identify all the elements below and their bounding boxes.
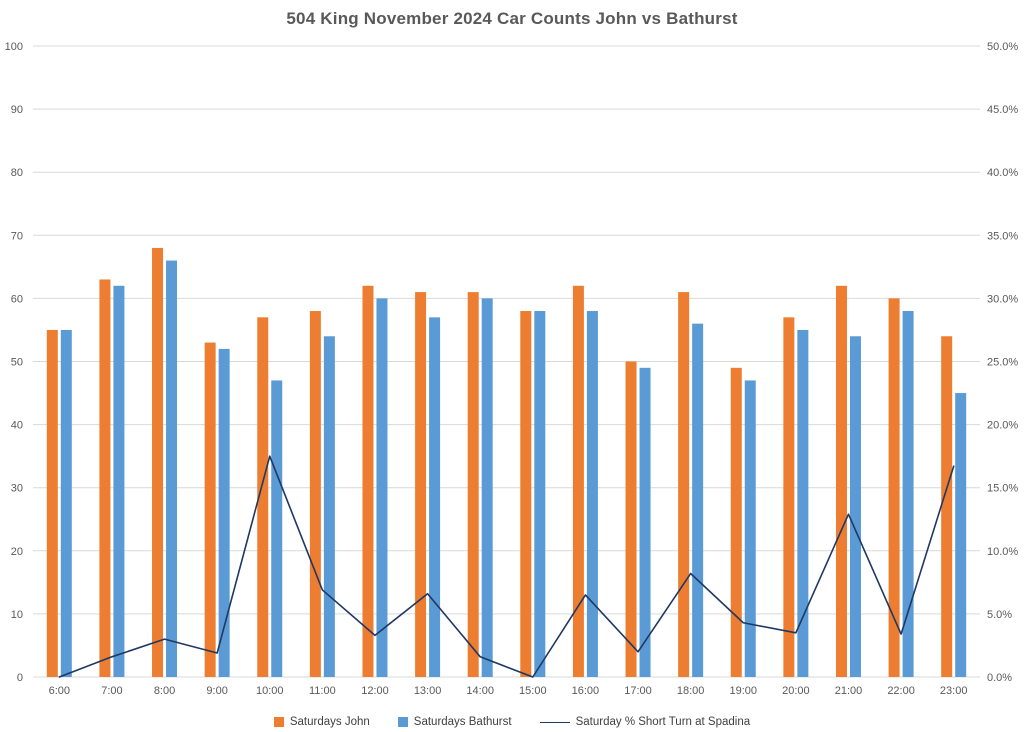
bar-saturdays-john: [520, 311, 532, 677]
x-axis-label: 22:00: [887, 685, 915, 697]
x-axis-label: 7:00: [101, 685, 122, 697]
bar-saturdays-bathurst: [534, 311, 546, 677]
left-axis-label: 10: [11, 609, 23, 621]
bar-saturdays-john: [941, 336, 953, 677]
bar-saturdays-bathurst: [60, 329, 72, 677]
bar-saturdays-john: [309, 311, 321, 677]
x-axis-label: 15:00: [519, 685, 547, 697]
x-axis-label: 18:00: [677, 685, 705, 697]
left-axis-label: 50: [11, 357, 23, 369]
bar-saturdays-bathurst: [429, 317, 441, 677]
x-axis-label: 9:00: [206, 685, 227, 697]
left-axis-label: 90: [11, 104, 23, 116]
bar-saturdays-john: [572, 285, 584, 677]
bar-saturdays-bathurst: [481, 298, 493, 677]
left-axis-label: 40: [11, 420, 23, 432]
legend-swatch-saturdays-bathurst: [397, 717, 408, 727]
chart-legend: Saturdays John Saturdays Bathurst Saturd…: [0, 716, 1024, 728]
bar-saturdays-john: [625, 361, 637, 677]
right-axis-label: 5.0%: [987, 609, 1012, 621]
bar-saturdays-bathurst: [113, 285, 125, 677]
legend-item-saturdays-bathurst: Saturdays Bathurst: [397, 716, 512, 728]
bar-saturdays-bathurst: [166, 260, 178, 677]
x-axis-label: 6:00: [49, 685, 70, 697]
bar-saturdays-john: [783, 317, 795, 677]
left-axis-label: 60: [11, 293, 23, 305]
short-turn-line: [58, 455, 955, 678]
bar-saturdays-john: [678, 292, 690, 677]
x-axis-label: 8:00: [154, 685, 175, 697]
bar-saturdays-bathurst: [797, 329, 809, 677]
legend-label-saturdays-bathurst: Saturdays Bathurst: [413, 716, 512, 728]
right-axis-label: 25.0%: [987, 357, 1018, 369]
x-axis-label: 11:00: [309, 685, 336, 697]
left-axis-label: 100: [5, 41, 23, 53]
bar-saturdays-bathurst: [639, 367, 651, 677]
bar-saturdays-john: [467, 292, 479, 677]
right-axis-label: 35.0%: [987, 230, 1018, 242]
bar-saturdays-bathurst: [376, 298, 388, 677]
left-axis-label: 20: [11, 546, 23, 558]
right-axis-label: 15.0%: [987, 483, 1018, 495]
bar-saturdays-bathurst: [955, 393, 967, 677]
bar-saturdays-john: [204, 342, 216, 677]
x-axis-label: 16:00: [572, 685, 600, 697]
bar-saturdays-john: [46, 329, 58, 677]
legend-line-swatch-short-turn: [539, 721, 570, 723]
x-axis-label: 23:00: [940, 685, 968, 697]
x-axis-label: 13:00: [414, 685, 442, 697]
bar-saturdays-john: [888, 298, 900, 677]
x-axis-label: 12:00: [361, 685, 389, 697]
bar-saturdays-bathurst: [692, 323, 704, 677]
bar-saturdays-john: [152, 247, 164, 678]
bar-saturdays-john: [835, 285, 847, 677]
right-axis-label: 30.0%: [987, 293, 1018, 305]
legend-item-short-turn: Saturday % Short Turn at Spadina: [539, 716, 751, 728]
left-axis-label: 0: [17, 672, 23, 684]
right-axis-label: 50.0%: [987, 41, 1018, 53]
legend-label-short-turn: Saturday % Short Turn at Spadina: [575, 716, 751, 728]
bar-saturdays-bathurst: [323, 336, 335, 677]
x-axis-label: 14:00: [466, 685, 494, 697]
x-axis-label: 20:00: [782, 685, 810, 697]
x-axis-label: 21:00: [835, 685, 863, 697]
x-axis-label: 10:00: [256, 685, 284, 697]
bar-saturdays-bathurst: [849, 336, 861, 677]
left-axis-label: 30: [11, 483, 23, 495]
bar-saturdays-bathurst: [902, 311, 914, 677]
bar-saturdays-john: [730, 367, 742, 677]
right-axis-label: 40.0%: [987, 167, 1018, 179]
chart-title: 504 King November 2024 Car Counts John v…: [286, 9, 738, 28]
legend-swatch-saturdays-john: [273, 717, 284, 727]
right-axis-label: 20.0%: [987, 420, 1018, 432]
bar-saturdays-bathurst: [218, 348, 230, 677]
legend-item-saturdays-john: Saturdays John: [273, 716, 370, 728]
legend-label-saturdays-john: Saturdays John: [289, 716, 370, 728]
bar-saturdays-bathurst: [744, 380, 756, 677]
bar-saturdays-bathurst: [271, 380, 283, 677]
right-axis-label: 0.0%: [987, 672, 1012, 684]
right-axis-label: 10.0%: [987, 546, 1018, 558]
x-axis-label: 17:00: [624, 685, 652, 697]
x-axis-label: 19:00: [729, 685, 757, 697]
bar-saturdays-john: [257, 317, 269, 677]
left-axis-label: 70: [11, 230, 23, 242]
bar-saturdays-john: [362, 285, 374, 677]
bar-saturdays-bathurst: [586, 311, 598, 677]
bar-saturdays-john: [99, 279, 111, 677]
right-axis-label: 45.0%: [987, 104, 1018, 116]
bar-saturdays-john: [415, 292, 427, 677]
left-axis-label: 80: [11, 167, 23, 179]
